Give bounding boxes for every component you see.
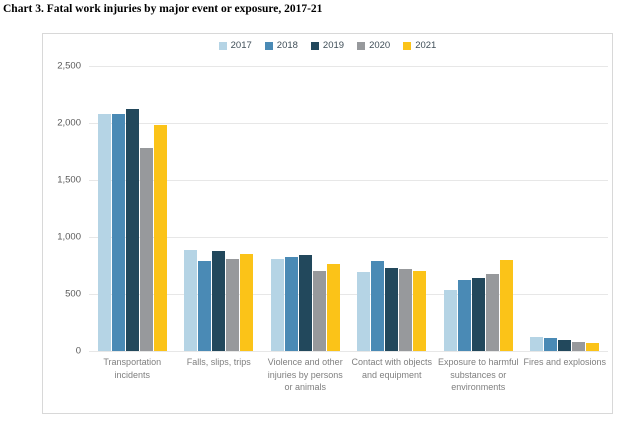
x-axis-category-label: Violence and other injuries by persons o…: [262, 356, 349, 394]
y-axis-tick-label: 0: [75, 345, 81, 357]
bar-2017-falls,-slips,: [184, 249, 198, 351]
bar-2020-violence-and: [312, 270, 326, 351]
bar-group: [435, 66, 522, 351]
gridline: [89, 66, 608, 67]
x-axis-category-label: Exposure to harmful substances or enviro…: [435, 356, 522, 394]
bar-2018-falls,-slips,: [198, 260, 212, 351]
gridline: [89, 123, 608, 124]
bar-group: [262, 66, 349, 351]
legend-label: 2021: [415, 40, 437, 51]
bar-2018-exposure-to: [457, 280, 471, 351]
gridline: [89, 294, 608, 295]
bar-2020-fires-and: [572, 342, 586, 351]
gridline: [89, 351, 608, 352]
legend-swatch-icon: [310, 41, 319, 50]
bar-2021-falls,-slips,: [240, 254, 254, 351]
chart-title: Chart 3. Fatal work injuries by major ev…: [3, 3, 323, 15]
bar-2017-contact-with: [357, 271, 371, 351]
bar-2019-falls,-slips,: [212, 250, 226, 351]
legend-item: 2018: [264, 40, 298, 51]
legend-swatch-icon: [218, 41, 227, 50]
bar-2021-contact-with: [413, 270, 427, 351]
bar-2020-exposure-to: [485, 274, 499, 351]
legend-swatch-icon: [403, 41, 412, 50]
bar-2021-transportation-incidents: [153, 125, 167, 351]
x-axis-category-text: Contact with objects and equipment: [351, 357, 433, 380]
y-axis-tick-label: 1,500: [57, 174, 81, 186]
x-axis-category-text: Exposure to harmful substances or enviro…: [437, 357, 519, 393]
bar-2017-transportation-incidents: [97, 114, 111, 351]
x-axis-category-label: Transportation incidents: [89, 356, 176, 381]
bar-2021-fires-and: [586, 342, 600, 351]
bar-2019-violence-and: [298, 255, 312, 351]
bar-2021-violence-and: [326, 264, 340, 351]
y-axis-tick-label: 1,000: [57, 231, 81, 243]
bar-2019-transportation-incidents: [125, 109, 139, 351]
legend-item: 2020: [357, 40, 390, 51]
bar-2017-violence-and: [270, 259, 284, 351]
x-axis-category-text: Fires and explosions: [523, 357, 607, 367]
y-axis-tick-label: 2,000: [57, 117, 81, 129]
x-axis-category-text: Falls, slips, trips: [186, 357, 251, 367]
bar-group: [176, 66, 263, 351]
bar-group: [89, 66, 176, 351]
legend: 2017 2018 2019 2020 2021: [43, 40, 612, 51]
bar-2017-exposure-to: [443, 290, 457, 351]
gridline: [89, 237, 608, 238]
x-axis-category-label: Fires and explosions: [522, 356, 609, 369]
legend-item: 2021: [403, 40, 436, 51]
bar-2018-violence-and: [284, 256, 298, 351]
x-axis-category-text: Violence and other injuries by persons o…: [267, 357, 343, 393]
x-axis-category-label: Falls, slips, trips: [176, 356, 263, 369]
bar-2018-transportation-incidents: [111, 113, 125, 351]
chart-frame: 2017 2018 2019 2020 2021 0 500 1,000 1,500 2,000…: [42, 33, 613, 414]
bar-2019-exposure-to: [471, 277, 485, 351]
bar-2020-transportation-incidents: [139, 148, 153, 351]
bar-2018-contact-with: [371, 261, 385, 351]
y-axis-tick-label: 2,500: [57, 60, 81, 72]
legend-swatch-icon: [264, 41, 273, 50]
bar-2020-contact-with: [399, 269, 413, 351]
legend-swatch-icon: [357, 41, 366, 50]
legend-item: 2017: [218, 40, 252, 51]
bar-2019-fires-and: [558, 339, 572, 351]
plot-area: [89, 66, 608, 351]
bar-2021-exposure-to: [499, 260, 513, 351]
bar-2017-fires-and: [530, 336, 544, 351]
bar-2019-contact-with: [385, 267, 399, 351]
bar-group: [349, 66, 436, 351]
bar-2018-fires-and: [544, 337, 558, 351]
bar-2020-falls,-slips,: [226, 259, 240, 351]
legend-label: 2020: [369, 40, 391, 51]
y-axis-tick-label: 500: [65, 288, 81, 300]
gridline: [89, 180, 608, 181]
x-axis-category-text: Transportation incidents: [103, 357, 162, 380]
legend-label: 2017: [230, 40, 252, 51]
legend-item: 2019: [310, 40, 345, 51]
x-axis-category-label: Contact with objects and equipment: [349, 356, 436, 381]
bar-group: [522, 66, 609, 351]
legend-label: 2019: [322, 40, 345, 51]
legend-label: 2018: [276, 40, 298, 51]
